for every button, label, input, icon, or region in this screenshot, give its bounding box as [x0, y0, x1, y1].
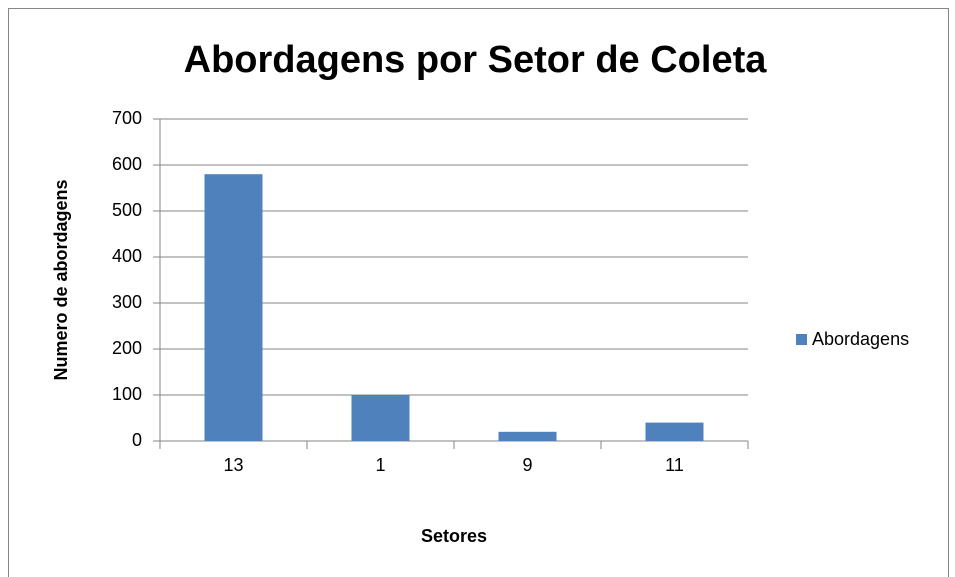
y-tick-label: 400 — [112, 246, 142, 266]
y-tick-label: 100 — [112, 384, 142, 404]
legend-label: Abordagens — [812, 329, 909, 349]
y-tick-label: 200 — [112, 338, 142, 358]
y-tick-label: 700 — [112, 108, 142, 128]
chart-frame — [8, 8, 949, 577]
legend-swatch — [796, 334, 807, 345]
bar — [204, 174, 263, 441]
x-tick-label: 1 — [375, 455, 385, 475]
x-tick-label: 13 — [223, 455, 243, 475]
x-tick-label: 9 — [522, 455, 532, 475]
y-tick-label: 0 — [132, 430, 142, 450]
chart-title: Abordagens por Setor de Coleta — [184, 39, 768, 81]
x-axis-title: Setores — [421, 526, 487, 546]
y-tick-label: 500 — [112, 200, 142, 220]
y-tick-label: 600 — [112, 154, 142, 174]
y-axis-title: Numero de abordagens — [51, 179, 71, 380]
y-tick-label: 300 — [112, 292, 142, 312]
bar — [498, 431, 557, 441]
x-tick-label: 11 — [665, 455, 684, 475]
bar — [351, 395, 410, 441]
bar — [645, 422, 704, 441]
